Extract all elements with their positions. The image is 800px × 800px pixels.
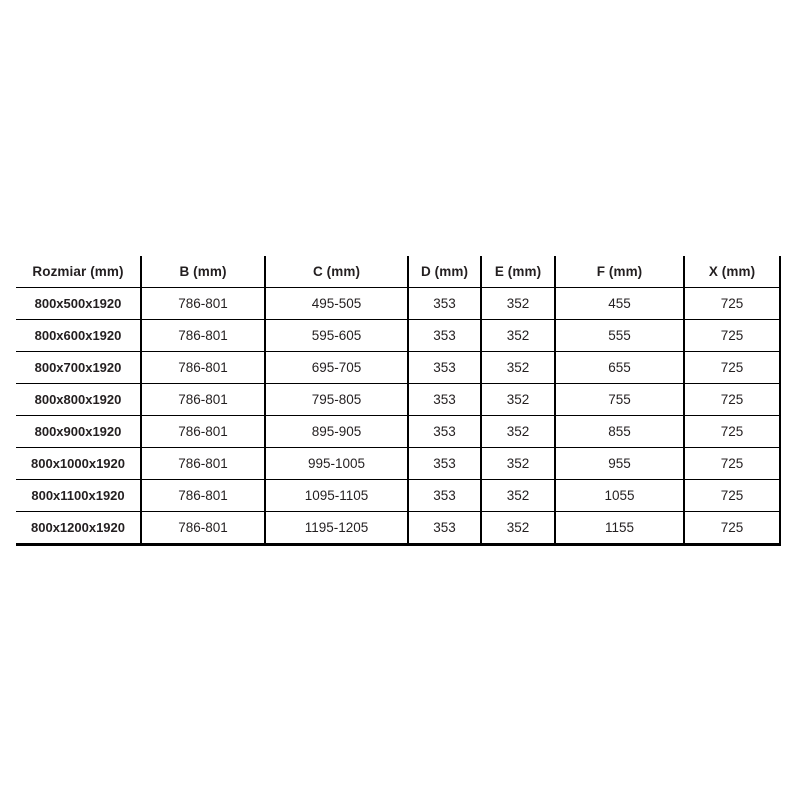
cell-f: 555 <box>555 319 685 352</box>
cell-e: 352 <box>481 319 556 352</box>
cell-b: 786-801 <box>141 383 266 416</box>
cell-f: 755 <box>555 383 685 416</box>
cell-e: 352 <box>481 511 556 546</box>
table-row: 800x1100x1920 786-801 1095-1105 353 352 1055 7… <box>16 479 781 512</box>
cell-x: 725 <box>684 415 781 448</box>
cell-rozmiar: 800x1100x1920 <box>16 479 142 512</box>
table-row: 800x800x1920 786-801 795-805 353 352 755 725 <box>16 383 781 416</box>
table-row: 800x1000x1920 786-801 995-1005 353 352 955 725 <box>16 447 781 480</box>
table-row: 800x1200x1920 786-801 1195-1205 353 352 1155 7… <box>16 511 781 546</box>
cell-d: 353 <box>408 287 482 320</box>
table-header-row: Rozmiar (mm) B (mm) C (mm) D (mm) E (mm)… <box>16 256 781 288</box>
cell-c: 495-505 <box>265 287 409 320</box>
cell-d: 353 <box>408 511 482 546</box>
cell-x: 725 <box>684 447 781 480</box>
cell-rozmiar: 800x600x1920 <box>16 319 142 352</box>
cell-x: 725 <box>684 319 781 352</box>
cell-e: 352 <box>481 383 556 416</box>
column-header-f: F (mm) <box>555 256 685 288</box>
table-row: 800x600x1920 786-801 595-605 353 352 555 725 <box>16 319 781 352</box>
cell-x: 725 <box>684 383 781 416</box>
cell-c: 1095-1105 <box>265 479 409 512</box>
cell-d: 353 <box>408 351 482 384</box>
cell-b: 786-801 <box>141 415 266 448</box>
column-header-x: X (mm) <box>684 256 781 288</box>
cell-rozmiar: 800x700x1920 <box>16 351 142 384</box>
cell-b: 786-801 <box>141 511 266 546</box>
cell-e: 352 <box>481 479 556 512</box>
cell-d: 353 <box>408 319 482 352</box>
cell-f: 955 <box>555 447 685 480</box>
column-header-b: B (mm) <box>141 256 266 288</box>
cell-rozmiar: 800x900x1920 <box>16 415 142 448</box>
cell-e: 352 <box>481 287 556 320</box>
cell-f: 1055 <box>555 479 685 512</box>
cell-f: 655 <box>555 351 685 384</box>
cell-e: 352 <box>481 351 556 384</box>
cell-rozmiar: 800x800x1920 <box>16 383 142 416</box>
cell-rozmiar: 800x500x1920 <box>16 287 142 320</box>
column-header-e: E (mm) <box>481 256 556 288</box>
dimensions-table: Rozmiar (mm) B (mm) C (mm) D (mm) E (mm)… <box>16 256 781 546</box>
cell-b: 786-801 <box>141 479 266 512</box>
cell-x: 725 <box>684 511 781 546</box>
table-row: 800x500x1920 786-801 495-505 353 352 455 725 <box>16 287 781 320</box>
cell-e: 352 <box>481 415 556 448</box>
cell-b: 786-801 <box>141 287 266 320</box>
table-row: 800x900x1920 786-801 895-905 353 352 855 725 <box>16 415 781 448</box>
cell-rozmiar: 800x1200x1920 <box>16 511 142 546</box>
cell-x: 725 <box>684 479 781 512</box>
cell-f: 1155 <box>555 511 685 546</box>
column-header-rozmiar: Rozmiar (mm) <box>16 256 142 288</box>
cell-d: 353 <box>408 447 482 480</box>
cell-d: 353 <box>408 415 482 448</box>
table-body: 800x500x1920 786-801 495-505 353 352 455 725 80… <box>16 287 781 546</box>
cell-d: 353 <box>408 383 482 416</box>
column-header-c: C (mm) <box>265 256 409 288</box>
cell-x: 725 <box>684 287 781 320</box>
cell-f: 455 <box>555 287 685 320</box>
cell-x: 725 <box>684 351 781 384</box>
cell-c: 1195-1205 <box>265 511 409 546</box>
cell-c: 695-705 <box>265 351 409 384</box>
table-row: 800x700x1920 786-801 695-705 353 352 655 725 <box>16 351 781 384</box>
cell-f: 855 <box>555 415 685 448</box>
cell-c: 795-805 <box>265 383 409 416</box>
table-header: Rozmiar (mm) B (mm) C (mm) D (mm) E (mm)… <box>16 256 781 288</box>
cell-b: 786-801 <box>141 447 266 480</box>
cell-c: 595-605 <box>265 319 409 352</box>
cell-b: 786-801 <box>141 319 266 352</box>
cell-b: 786-801 <box>141 351 266 384</box>
cell-c: 995-1005 <box>265 447 409 480</box>
cell-c: 895-905 <box>265 415 409 448</box>
cell-e: 352 <box>481 447 556 480</box>
cell-rozmiar: 800x1000x1920 <box>16 447 142 480</box>
column-header-d: D (mm) <box>408 256 482 288</box>
cell-d: 353 <box>408 479 482 512</box>
dimensions-table-container: Rozmiar (mm) B (mm) C (mm) D (mm) E (mm)… <box>16 256 781 546</box>
